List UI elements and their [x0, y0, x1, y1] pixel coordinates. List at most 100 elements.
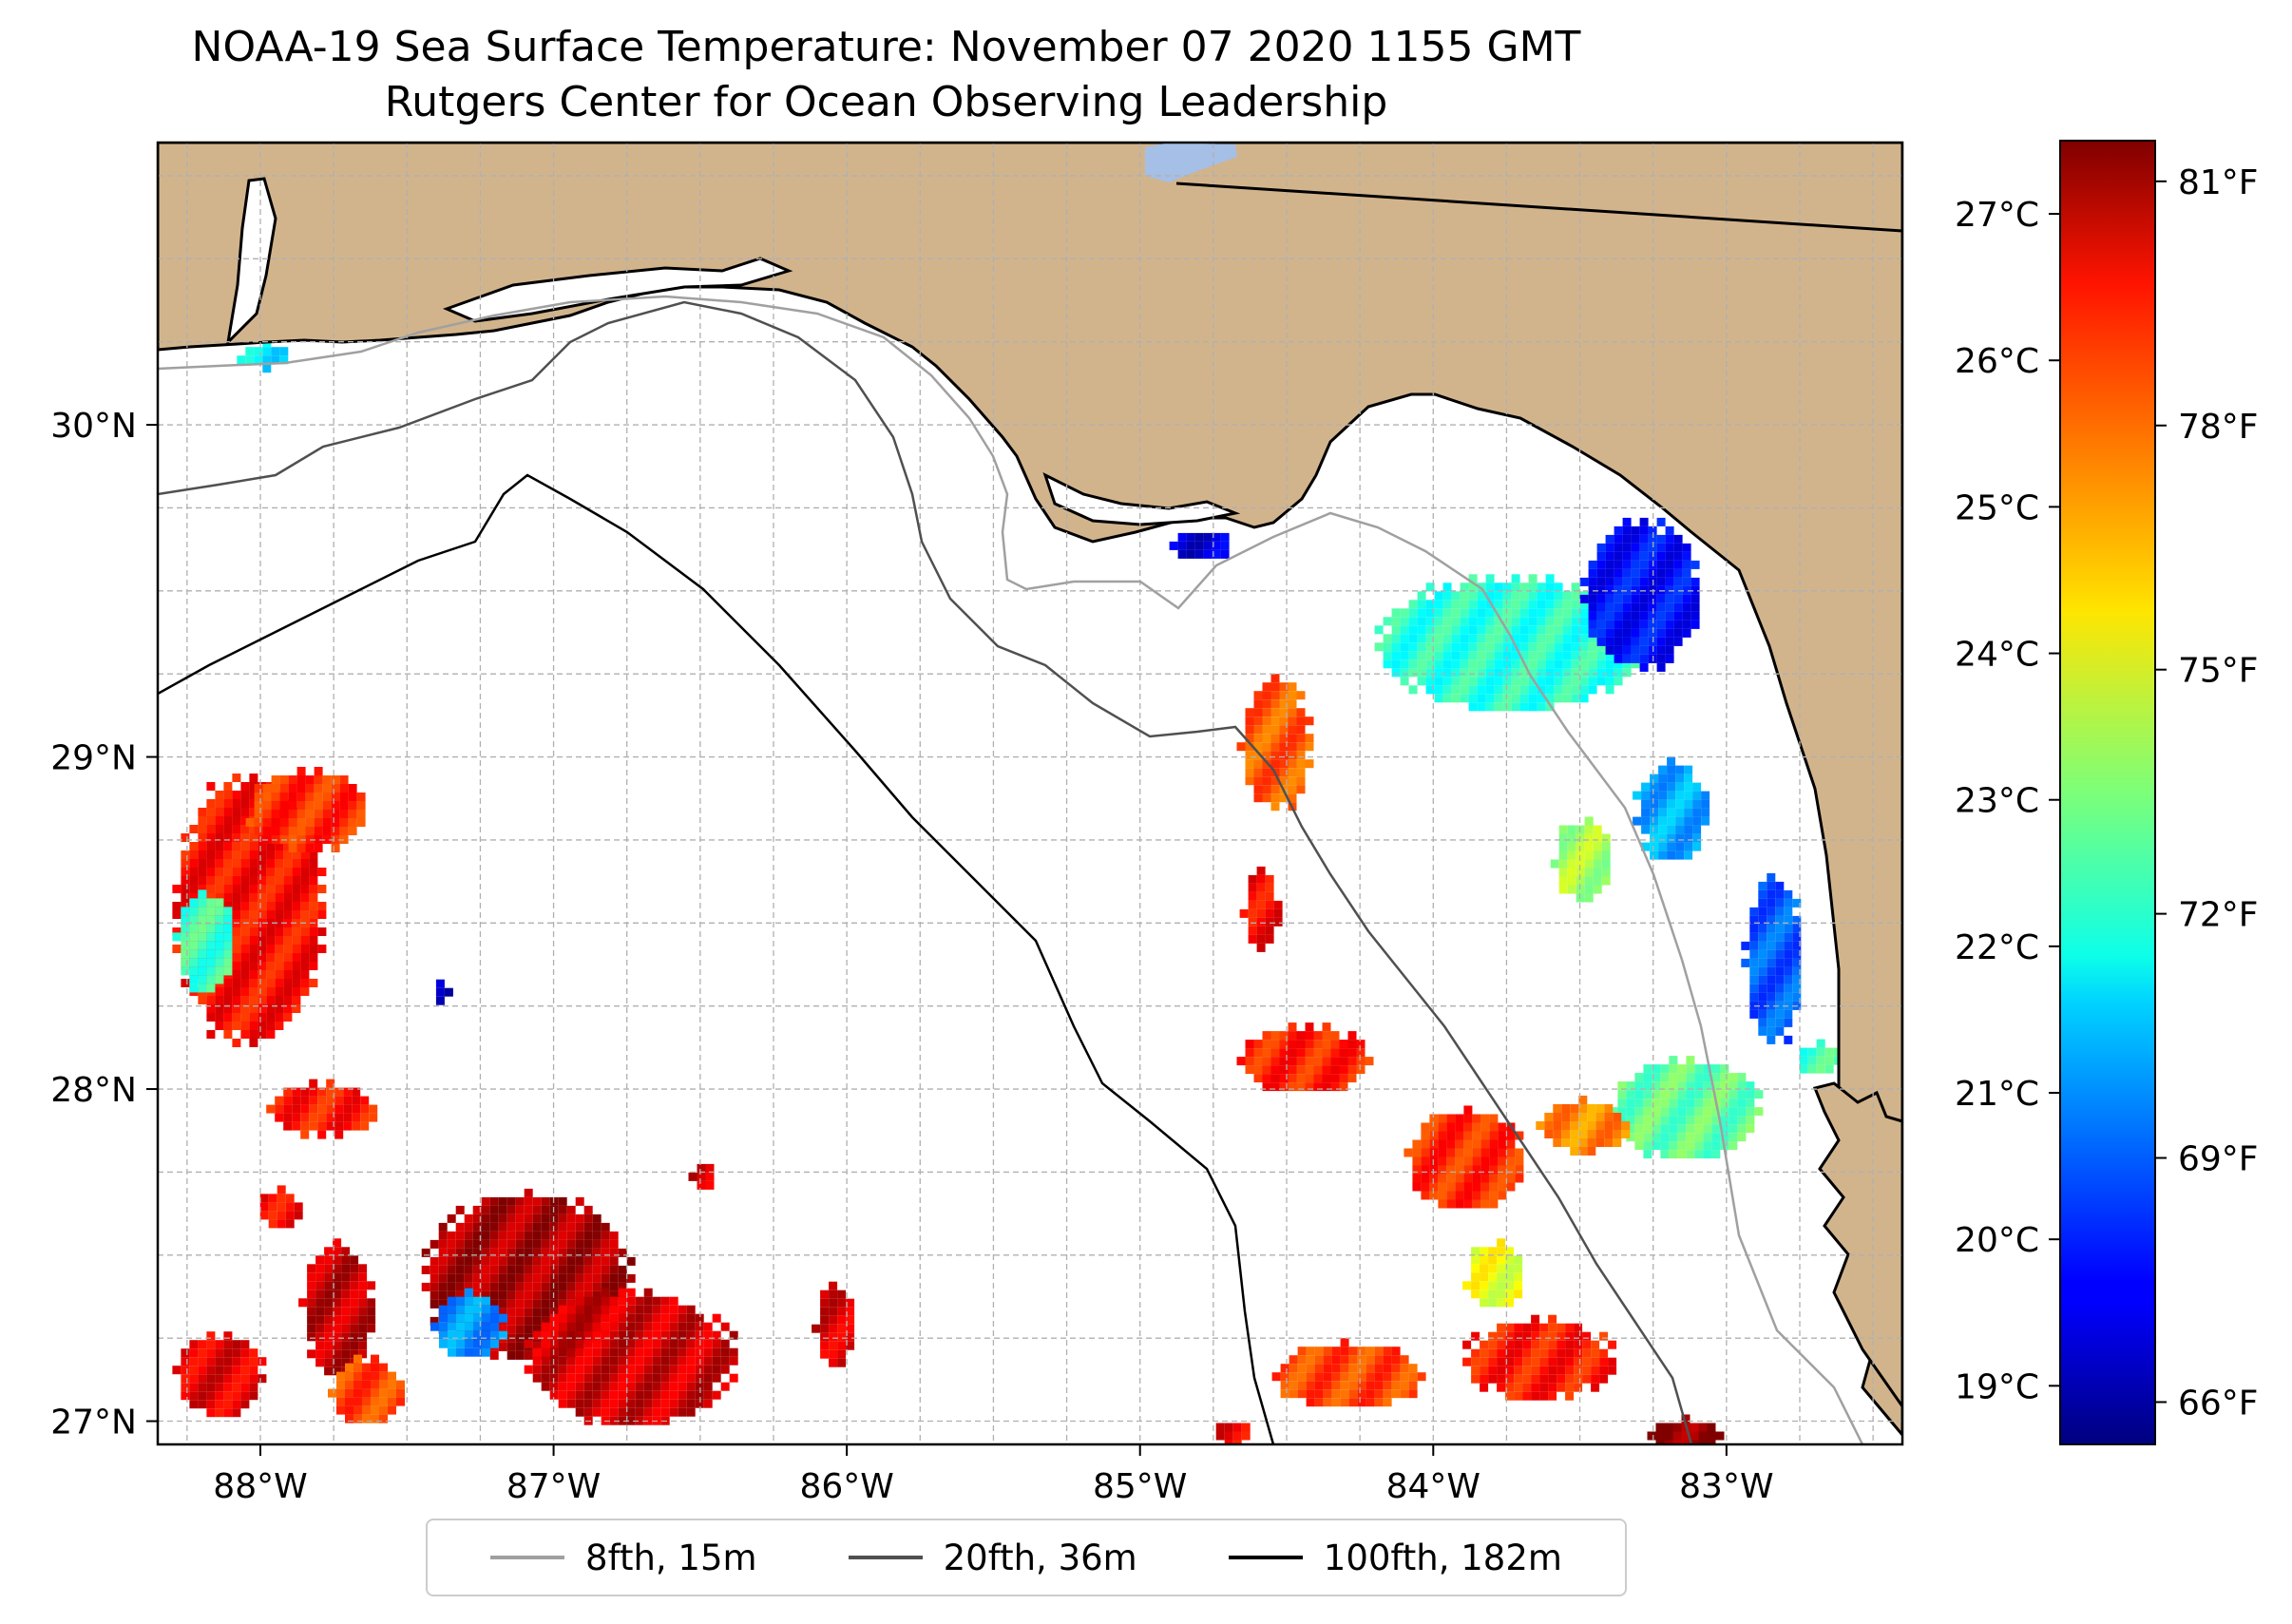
sst-cell	[524, 1316, 533, 1326]
sst-cell	[1270, 742, 1280, 752]
sst-cell	[1446, 1199, 1456, 1209]
sst-cell	[1477, 694, 1486, 703]
sst-cell	[472, 1231, 482, 1240]
sst-cell	[215, 1391, 224, 1401]
sst-cell	[266, 936, 276, 945]
sst-cell	[1314, 1389, 1324, 1399]
sst-cell	[1514, 1391, 1523, 1401]
sst-cell	[1749, 949, 1759, 959]
sst-cell	[1571, 591, 1580, 601]
sst-cell	[223, 842, 233, 850]
sst-cell	[249, 1383, 258, 1392]
sst-cell	[1468, 694, 1478, 703]
sst-cell	[232, 962, 241, 970]
sst-cell	[837, 1349, 847, 1359]
sst-cell	[1468, 574, 1478, 583]
sst-cell	[258, 833, 267, 842]
sst-cell	[232, 825, 241, 833]
sst-cell	[473, 1347, 482, 1357]
sst-cell	[1438, 1131, 1447, 1140]
sst-cell	[1446, 1148, 1456, 1157]
sst-cell	[1480, 1298, 1489, 1308]
sst-cell	[1322, 1040, 1331, 1049]
sst-cell	[1703, 1090, 1712, 1099]
sst-cell	[1477, 600, 1486, 609]
sst-cell	[1289, 1389, 1298, 1399]
sst-cell	[1498, 1131, 1507, 1140]
sst-cell	[1531, 1357, 1540, 1366]
sst-cell	[1558, 842, 1568, 851]
sst-cell	[189, 958, 199, 967]
sst-cell	[1412, 1182, 1422, 1192]
sst-cell	[558, 1213, 567, 1223]
sst-cell	[206, 833, 216, 842]
sst-cell	[1596, 602, 1606, 612]
sst-cell	[1582, 1340, 1592, 1349]
sst-cell	[1531, 1383, 1540, 1392]
sst-cell	[1488, 1272, 1498, 1282]
sst-cell	[249, 1022, 258, 1030]
sst-cell	[1480, 1272, 1489, 1282]
sst-cell	[258, 1022, 267, 1030]
sst-cell	[254, 784, 263, 793]
sst-cell	[240, 825, 250, 833]
sst-cell	[1322, 1065, 1331, 1075]
sst-cell	[1784, 966, 1793, 976]
sst-cell	[258, 910, 267, 919]
sst-cell	[1548, 1314, 1557, 1324]
sst-cell	[215, 966, 224, 976]
sst-cell	[1652, 1064, 1661, 1074]
sst-cell	[1270, 716, 1280, 726]
sst-cell	[388, 1405, 396, 1415]
sst-cell	[1579, 608, 1589, 618]
sst-cell	[1511, 574, 1520, 583]
sst-cell	[1485, 634, 1495, 643]
sst-cell	[1366, 1389, 1375, 1399]
sst-cell	[1408, 1372, 1418, 1382]
sst-cell	[240, 1374, 250, 1384]
legend-label: 100fth, 182m	[1323, 1537, 1562, 1578]
sst-cell	[1288, 1031, 1297, 1041]
sst-cell	[1601, 868, 1611, 877]
sst-cell	[1248, 926, 1257, 935]
sst-cell	[515, 1231, 525, 1240]
sst-cell	[296, 818, 306, 827]
sst-cell	[1248, 908, 1257, 918]
sst-cell	[1383, 634, 1392, 643]
sst-cell	[1455, 1191, 1464, 1200]
sst-cell	[1626, 1133, 1635, 1142]
sst-cell	[1729, 1133, 1738, 1142]
sst-cell	[652, 1347, 661, 1357]
sst-cell	[1631, 525, 1640, 535]
sst-cell	[455, 1231, 465, 1240]
sst-cell	[223, 876, 233, 885]
sst-cell	[1236, 1057, 1246, 1066]
sst-cell	[1656, 662, 1666, 672]
sst-cell	[1186, 549, 1195, 559]
sst-cell	[1203, 549, 1213, 559]
sst-cell	[1485, 583, 1495, 592]
sst-cell	[1565, 1331, 1575, 1341]
sst-cell	[1519, 617, 1529, 626]
sst-cell	[678, 1390, 687, 1400]
sst-cell	[1584, 893, 1594, 903]
sst-cell	[1442, 677, 1452, 686]
sst-cell	[283, 868, 293, 876]
sst-cell	[1579, 685, 1589, 695]
sst-cell	[1622, 628, 1632, 638]
sst-cell	[1253, 1048, 1263, 1058]
sst-cell	[566, 1282, 576, 1291]
sst-cell	[326, 1079, 335, 1088]
sst-cell	[1489, 1139, 1499, 1149]
sst-cell	[1288, 776, 1297, 786]
sst-cell	[473, 1339, 482, 1348]
sst-cell	[1417, 668, 1426, 678]
sst-cell	[1220, 549, 1230, 559]
sst-cell	[1270, 674, 1280, 683]
sst-cell	[232, 850, 241, 859]
sst-cell	[635, 1296, 644, 1306]
sst-cell	[481, 1265, 490, 1274]
sst-cell	[341, 1290, 351, 1299]
sst-cell	[1480, 1148, 1490, 1157]
sst-cell	[1505, 1348, 1515, 1358]
